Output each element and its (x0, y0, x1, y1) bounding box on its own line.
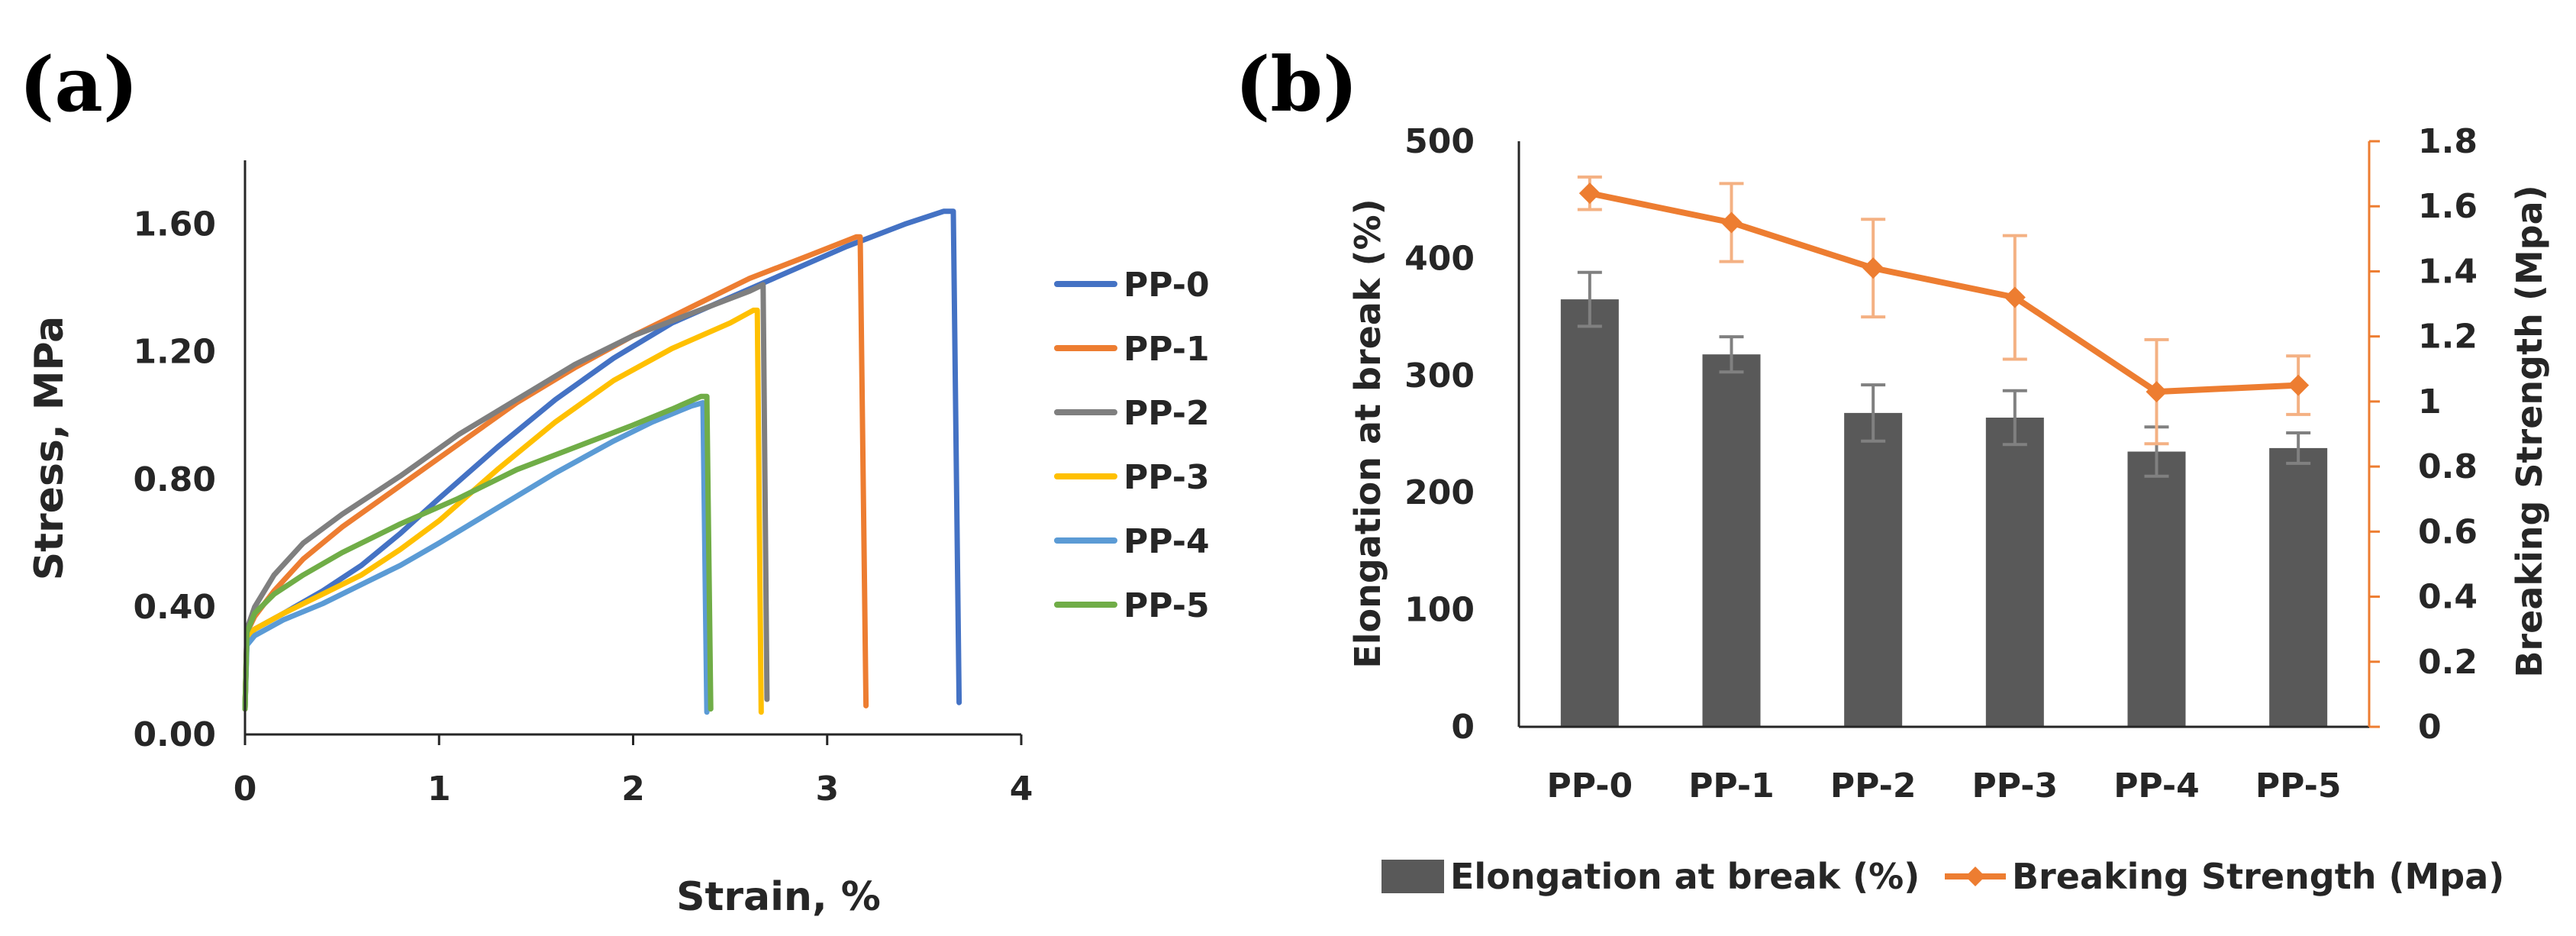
breaking-strength-marker-pp-5 (2287, 374, 2310, 396)
breaking-strength-marker-pp-4 (2146, 381, 2168, 403)
breaking-strength-marker-pp-3 (2004, 286, 2026, 308)
panel-b-right-tick-label: 1.2 (2418, 318, 2478, 357)
panel-a-x-axis-label: Strain, % (676, 874, 881, 920)
series-line-pp-5 (242, 393, 714, 712)
bar-pp-4 (2127, 451, 2186, 727)
panel-b-right-tick-label: 0.6 (2418, 512, 2478, 551)
legend-label-pp-3: PP-3 (1124, 458, 1210, 497)
series-line-pp-4 (242, 400, 710, 715)
panel-b-category-label: PP-0 (1547, 767, 1633, 805)
panel-a-y-tick-label: 0.40 (133, 588, 216, 627)
panel-b-right-tick-label: 1 (2418, 382, 2442, 421)
legend-swatch-elongation (1381, 860, 1444, 893)
panel-b-right-tick-label: 0.8 (2418, 447, 2478, 486)
panel-b-left-tick-label: 400 (1404, 239, 1475, 278)
bar-pp-0 (1560, 299, 1619, 728)
panel-b-label: (b) (1235, 41, 1358, 129)
legend-label-pp-1: PP-1 (1124, 330, 1210, 369)
panel-a-label: (a) (19, 41, 138, 129)
panel-b-category-label: PP-4 (2113, 767, 2200, 805)
series-line-pp-0 (242, 208, 962, 712)
series-line-pp-2 (242, 282, 770, 712)
panel-a-x-tick-label: 2 (621, 770, 645, 809)
panel-b-bar-line-chart: (b) 0 100 200 300 400 500 0 0.2 0.4 0.6 0.8 1 1.2 1.… (1235, 41, 2550, 897)
panel-b-right-tick-label: 1.8 (2418, 122, 2478, 161)
legend-label-pp-4: PP-4 (1124, 522, 1210, 561)
panel-b-right-tick-label: 1.6 (2418, 187, 2478, 226)
panel-a-y-axis-label: Stress, MPa (27, 316, 73, 581)
panel-a-y-tick-label: 1.20 (133, 333, 216, 372)
panel-a-y-tick-label: 0.80 (133, 460, 216, 499)
panel-b-right-axis-label: Breaking Strength (Mpa) (2509, 185, 2550, 677)
panel-a-x-tick-label: 3 (815, 770, 839, 809)
panel-a-x-tick-label: 0 (234, 770, 257, 809)
breaking-strength-marker-pp-1 (1720, 211, 1743, 234)
panel-b-left-tick-label: 300 (1404, 357, 1475, 395)
panel-b-right-tick-label: 0.2 (2418, 643, 2478, 682)
panel-b-category-label: PP-1 (1688, 767, 1775, 805)
legend-swatch-breaking-strength-marker (1965, 867, 1985, 886)
panel-b-left-axis-label: Elongation at break (%) (1347, 198, 1388, 668)
legend-label-elongation: Elongation at break (%) (1450, 856, 1920, 897)
panel-b-right-tick-label: 1.4 (2418, 252, 2478, 291)
panel-b-left-tick-label: 100 (1404, 591, 1475, 630)
bar-pp-2 (1844, 412, 1903, 727)
panel-a-y-tick-label: 1.60 (133, 205, 216, 244)
breaking-strength-marker-pp-2 (1862, 257, 1884, 279)
panel-b-left-tick-label: 0 (1451, 708, 1475, 747)
legend-label-pp-5: PP-5 (1124, 586, 1210, 625)
bar-pp-3 (1985, 418, 2044, 727)
panel-b-left-tick-label: 500 (1404, 122, 1475, 161)
breaking-strength-line (1588, 190, 2299, 395)
panel-b-left-tick-label: 200 (1404, 473, 1475, 512)
legend-label-pp-2: PP-2 (1124, 394, 1210, 433)
bar-pp-5 (2269, 447, 2328, 727)
panel-a-stress-strain-chart: (a) 0 1 2 3 4 0.00 0.40 0.80 1.20 1.60 Strain, %… (19, 41, 1210, 920)
panel-b-category-label: PP-3 (1972, 767, 2059, 805)
panel-a-x-tick-label: 1 (427, 770, 451, 809)
legend-label-pp-0: PP-0 (1124, 266, 1210, 305)
series-line-pp-3 (242, 307, 764, 715)
breaking-strength-marker-pp-0 (1578, 182, 1601, 205)
panel-b-category-label: PP-2 (1830, 767, 1917, 805)
panel-b-category-label: PP-5 (2255, 767, 2342, 805)
panel-a-x-tick-label: 4 (1010, 770, 1033, 809)
panel-a-y-tick-label: 0.00 (133, 715, 216, 754)
panel-b-right-tick-label: 0.4 (2418, 578, 2478, 617)
panel-b-right-tick-label: 0 (2418, 708, 2442, 747)
legend-label-breaking-strength: Breaking Strength (Mpa) (2012, 856, 2504, 897)
bar-pp-1 (1702, 354, 1761, 727)
